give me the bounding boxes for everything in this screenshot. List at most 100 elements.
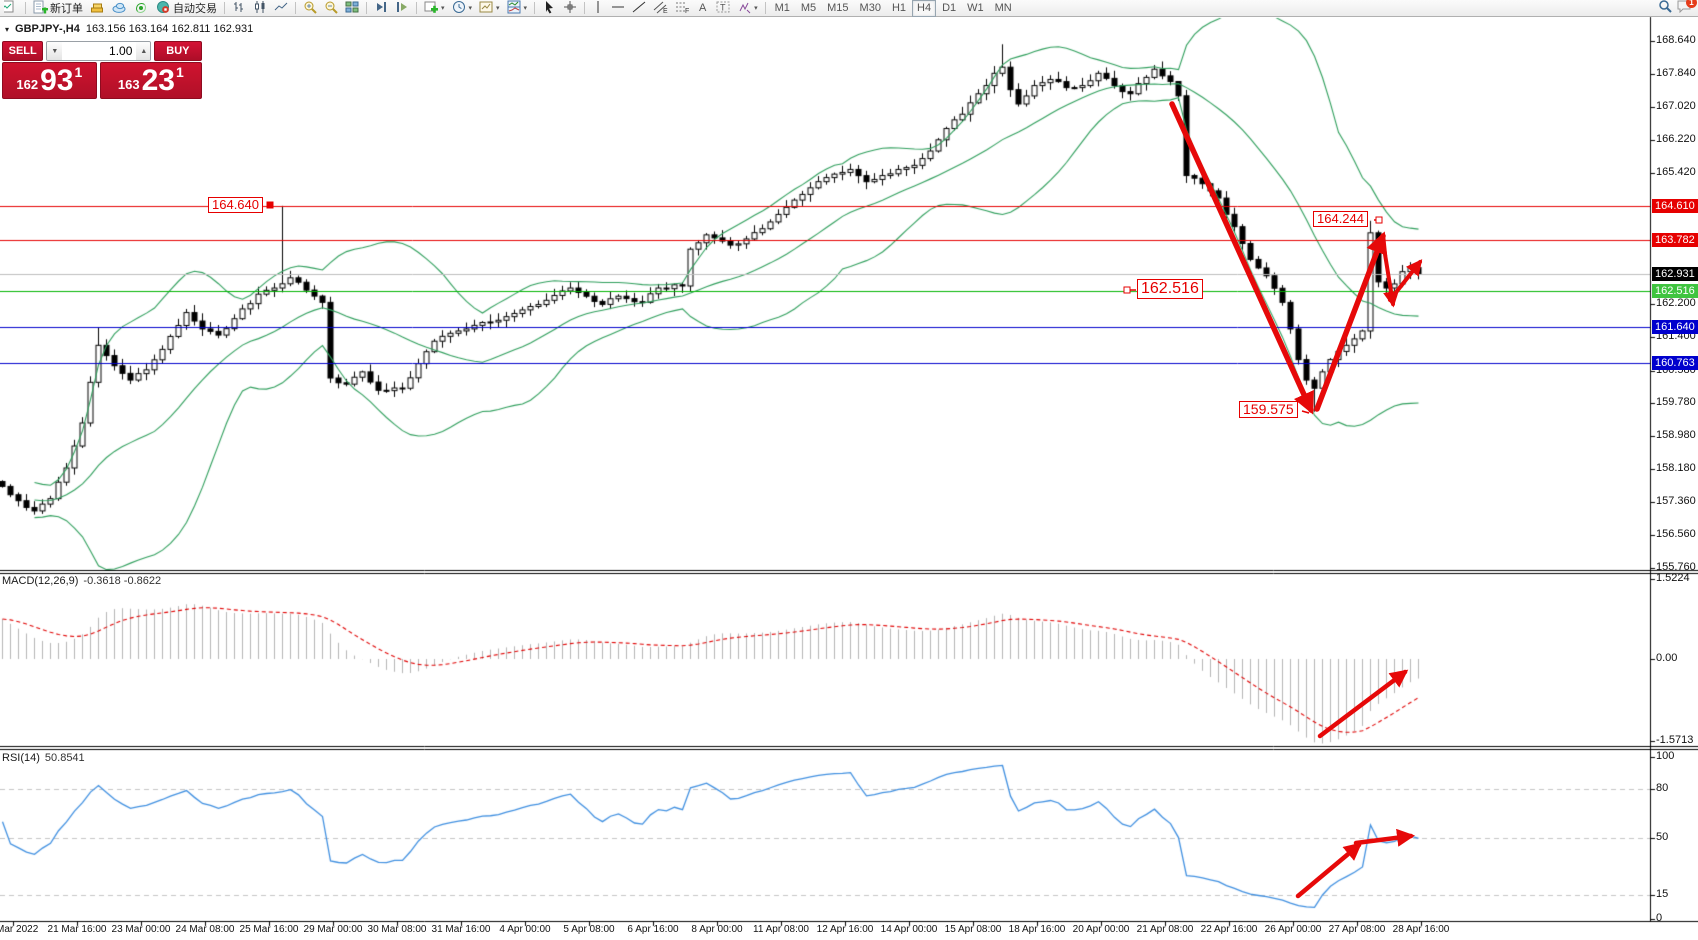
chart-shift-button[interactable]: [392, 0, 412, 17]
time-axis-label: 26 Apr 00:00: [1264, 924, 1322, 935]
text-button[interactable]: A: [694, 0, 712, 17]
toolbar-separator: [764, 2, 766, 14]
symbol-ohlc: 163.156 163.164 162.811 162.931: [85, 23, 254, 35]
chevron-down-icon[interactable]: ▾: [523, 5, 528, 12]
timeframe-button-m30[interactable]: M30: [859, 2, 881, 14]
clock-icon: [452, 0, 466, 17]
window-icon[interactable]: [0, 0, 21, 17]
toolbar-separator: [25, 2, 26, 14]
sell-price-big: 93: [40, 64, 74, 97]
axis-label: 15: [1656, 887, 1669, 900]
sell-price-sup: 1: [74, 64, 83, 80]
text-icon: A: [697, 0, 709, 17]
buy-price-button[interactable]: 163 23 1: [99, 62, 202, 99]
vline-icon: [592, 0, 604, 17]
timeframe-button-m1[interactable]: M1: [774, 2, 790, 14]
axis-label: 100: [1656, 750, 1675, 762]
sell-price-small: 162: [16, 77, 39, 92]
newdoc-icon: [33, 0, 48, 17]
price-annotation-label[interactable]: 162.516: [1137, 279, 1203, 299]
new-order-button[interactable]: 新订单: [30, 0, 86, 17]
chevron-down-icon[interactable]: ▾: [441, 5, 445, 12]
price-badge: 163.782: [1652, 232, 1698, 247]
time-axis-label: 29 Mar 00:00: [303, 924, 363, 935]
axis-label: 167.020: [1656, 100, 1696, 113]
equidistant-channel-button[interactable]: E: [650, 0, 671, 17]
zoom-in-button[interactable]: [300, 0, 320, 17]
chevron-down-icon[interactable]: ▾: [496, 5, 500, 12]
shapes-icon: [737, 0, 751, 17]
periods-button[interactable]: ▾: [449, 0, 476, 17]
axis-label: 158.180: [1656, 461, 1696, 474]
trendline-button[interactable]: [629, 0, 649, 17]
price-annotation-label[interactable]: 159.575: [1239, 401, 1298, 419]
zoom-out-button[interactable]: [321, 0, 341, 17]
time-axis-label: 27 Apr 08:00: [1328, 924, 1386, 935]
new-chart-button[interactable]: ▾: [421, 0, 448, 17]
cross-icon: [563, 0, 577, 17]
auto-scroll-button[interactable]: [371, 0, 391, 17]
candlestick-chart-button[interactable]: [250, 0, 270, 17]
horizontal-line-button[interactable]: [608, 0, 628, 17]
volume-input[interactable]: [62, 42, 137, 60]
arrows-button[interactable]: ▾: [734, 0, 761, 17]
volume-decrease-button[interactable]: ▼: [47, 42, 63, 60]
toolbar-separator: [295, 2, 296, 14]
time-axis-label: 20 Apr 00:00: [1072, 924, 1130, 935]
chartwin-icon: [0, 0, 18, 16]
signal-icon: [134, 0, 149, 17]
chevron-down-icon[interactable]: ▾: [5, 24, 10, 34]
timeframe-button-w1[interactable]: W1: [967, 2, 984, 14]
timeframe-button-m15[interactable]: M15: [827, 2, 849, 14]
market-gold-icon[interactable]: [87, 0, 108, 17]
cloud-icon: [112, 0, 127, 17]
time-axis-label: 4 Apr 00:00: [499, 924, 551, 935]
axis-label: 157.360: [1656, 495, 1696, 508]
line-chart-button[interactable]: [271, 0, 291, 17]
signals-icon[interactable]: [131, 0, 152, 17]
buy-price-sup: 1: [175, 64, 184, 80]
community-icon[interactable]: [109, 0, 130, 17]
autotrading-button[interactable]: 自动交易: [153, 0, 220, 17]
price-annotation-label[interactable]: 164.244: [1313, 211, 1368, 228]
search-icon[interactable]: [1658, 0, 1672, 18]
indicators-button[interactable]: ▾: [504, 0, 531, 17]
axis-label: 1.5224: [1656, 572, 1690, 585]
label-icon: T: [716, 0, 730, 17]
axis-label: 0.00: [1656, 652, 1678, 664]
time-axis-label: 11 Apr 08:00: [753, 924, 809, 935]
time-axis-label: 30 Mar 08:00: [367, 924, 427, 935]
price-badge: 161.640: [1652, 320, 1698, 335]
chevron-down-icon[interactable]: ▾: [754, 5, 758, 12]
time-axis-label: 24 Mar 08:00: [175, 924, 235, 935]
timeframe-button-h4[interactable]: H4: [912, 0, 937, 17]
chevron-down-icon[interactable]: ▾: [468, 5, 473, 12]
sell-button[interactable]: SELL: [2, 41, 44, 61]
text-label-button[interactable]: T: [713, 0, 733, 17]
axis-label: -1.5713: [1656, 734, 1694, 747]
timeframe-button-m5[interactable]: M5: [800, 2, 817, 14]
timeframe-button-h1[interactable]: H1: [891, 2, 907, 14]
axis-label: 155.760: [1656, 560, 1696, 573]
timeframe-button-d1[interactable]: D1: [942, 2, 957, 14]
cursor-button[interactable]: [539, 0, 559, 17]
price-badge: 160.763: [1652, 356, 1698, 371]
axis-label: 165.420: [1656, 165, 1696, 178]
sell-price-button[interactable]: 162 93 1: [2, 62, 97, 99]
vertical-line-button[interactable]: [589, 0, 607, 17]
tile-windows-button[interactable]: [342, 0, 362, 17]
volume-increase-button[interactable]: ▲: [136, 42, 150, 60]
crosshair-button[interactable]: [560, 0, 580, 17]
toolbar-separator: [584, 2, 586, 14]
templates-button[interactable]: ▾: [476, 0, 503, 17]
symbol-info: ▾ GBPJPY-,H4 163.156 163.164 162.811 162…: [5, 23, 253, 35]
fibonacci-button[interactable]: F: [672, 0, 693, 17]
time-axis-label: 5 Apr 08:00: [563, 924, 615, 935]
bar-chart-button[interactable]: [229, 0, 249, 17]
chat-icon[interactable]: 1: [1676, 0, 1697, 18]
buy-button[interactable]: BUY: [153, 41, 202, 61]
timeframe-button-mn[interactable]: MN: [994, 2, 1012, 14]
axis-label: 80: [1656, 782, 1669, 795]
price-annotation-label[interactable]: 164.640: [208, 197, 263, 214]
